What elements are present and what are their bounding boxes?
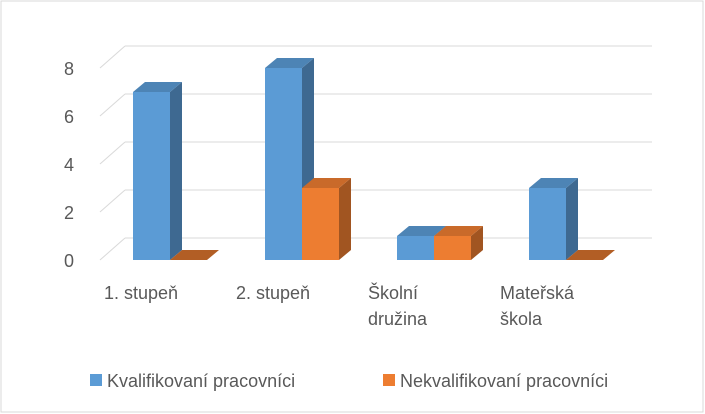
bar-side xyxy=(170,82,182,260)
bar xyxy=(397,236,434,260)
x-tick-label: Školní družina xyxy=(368,283,428,329)
bar-top xyxy=(302,178,351,188)
x-tick-label: 2. stupeň xyxy=(236,283,311,303)
bar-top xyxy=(133,82,182,92)
bar-top xyxy=(434,226,483,236)
grid-line-side xyxy=(99,93,126,117)
grid-line-side xyxy=(99,141,126,165)
y-tick-label: 0 xyxy=(64,251,74,271)
bar-top xyxy=(170,250,219,260)
bar xyxy=(302,188,339,260)
bar xyxy=(133,92,170,260)
legend-swatch xyxy=(383,374,395,386)
grid-line-side xyxy=(99,189,126,213)
bar xyxy=(529,188,566,260)
legend-label: Nekvalifikovaní pracovníci xyxy=(400,371,608,391)
bar-side xyxy=(339,178,351,260)
grid-line-side xyxy=(99,45,126,69)
bar xyxy=(434,236,471,260)
legend-swatch xyxy=(90,374,102,386)
bar-side xyxy=(566,178,578,260)
bar-top xyxy=(566,250,615,260)
bar xyxy=(265,68,302,260)
y-tick-label: 2 xyxy=(64,203,74,223)
x-tick-label: Mateřská škola xyxy=(500,283,575,329)
bar-top xyxy=(397,226,446,236)
legend-label: Kvalifikovaní pracovníci xyxy=(107,371,295,391)
bar-top xyxy=(265,58,314,68)
y-tick-label: 6 xyxy=(64,107,74,127)
bar-top xyxy=(529,178,578,188)
x-tick-label: 1. stupeň xyxy=(104,283,179,303)
bar-side xyxy=(471,226,483,260)
y-tick-label: 8 xyxy=(64,59,74,79)
grid-line-side xyxy=(99,237,126,261)
y-tick-label: 4 xyxy=(64,155,74,175)
